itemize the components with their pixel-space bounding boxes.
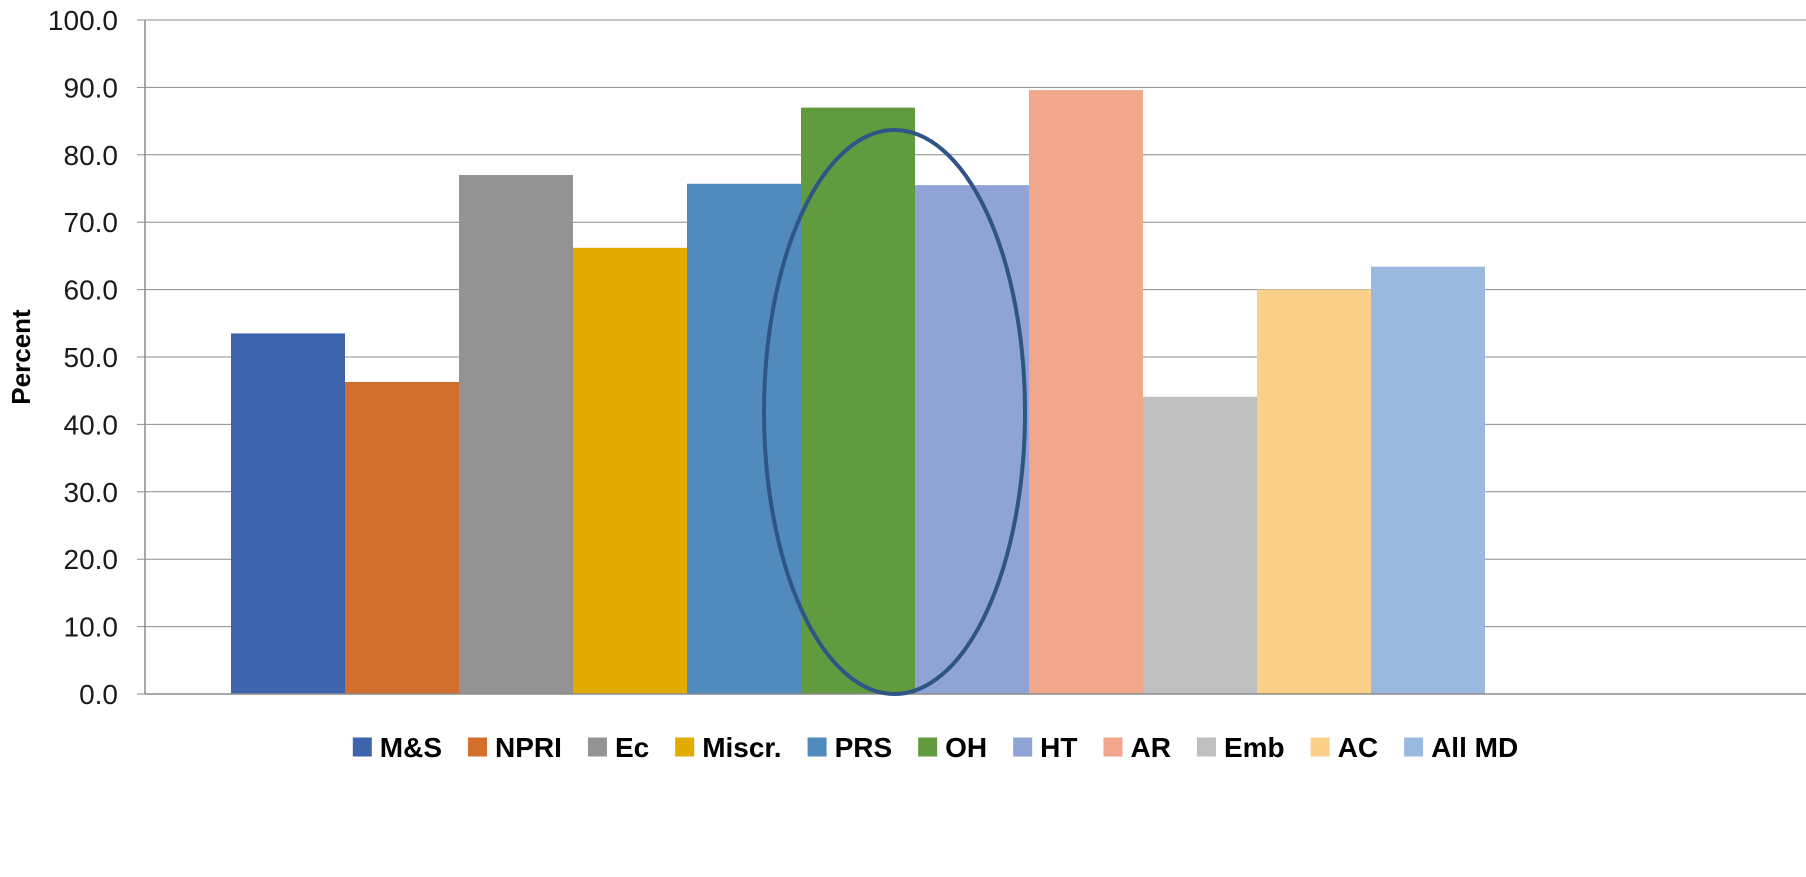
legend-swatch (1196, 737, 1216, 757)
legend-item: Miscr. (675, 732, 782, 763)
y-tick-label: 10.0 (64, 612, 119, 643)
bar-npri (345, 381, 459, 694)
y-tick-label: 80.0 (64, 140, 119, 171)
y-tick-label: 100.0 (48, 5, 118, 36)
legend-item: OH (918, 732, 987, 763)
bar-ar (1029, 90, 1143, 694)
legend-label: AC (1338, 732, 1378, 763)
bar-emb (1143, 396, 1257, 694)
y-tick-label: 90.0 (64, 72, 119, 103)
y-tick-label: 60.0 (64, 275, 119, 306)
y-axis-ticks: 0.0 10.0 20.0 30.0 40.0 50.0 60.0 70.0 80.0 90.0 1… (48, 5, 145, 710)
legend-item: All MD (1404, 732, 1518, 763)
legend-label: Miscr. (702, 732, 781, 763)
legend-label: Emb (1224, 732, 1285, 763)
legend-label: All MD (1431, 732, 1518, 763)
bar-all-md (1371, 266, 1485, 694)
legend-swatch (675, 737, 695, 757)
highlight-ellipse (762, 128, 1027, 696)
bars (231, 90, 1485, 695)
legend-swatch (918, 737, 938, 757)
bar-ht (915, 185, 1029, 694)
legend-item: AC (1310, 732, 1378, 763)
legend-label: HT (1040, 732, 1077, 763)
bar-ec (459, 175, 573, 694)
legend-swatch (1103, 737, 1123, 757)
y-tick-label: 20.0 (64, 544, 119, 575)
legend-label: AR (1130, 732, 1170, 763)
legend-item: Emb (1196, 732, 1285, 763)
legend-item: PRS (807, 732, 893, 763)
y-tick-label: 70.0 (64, 207, 119, 238)
legend-swatch (352, 737, 372, 757)
legend-label: NPRI (495, 732, 562, 763)
bar-miscr (573, 247, 687, 694)
legend: M&S NPRI Ec Miscr. PRS OH HT AR Emb AC All MD (352, 732, 1518, 763)
legend-item: HT (1013, 732, 1077, 763)
y-tick-label: 40.0 (64, 409, 119, 440)
legend-swatch (468, 737, 488, 757)
y-axis-title: Percent (6, 309, 36, 405)
legend-label: OH (945, 732, 987, 763)
legend-swatch (587, 737, 607, 757)
bar-m-s (231, 333, 345, 694)
legend-label: PRS (835, 732, 893, 763)
legend-item: M&S (352, 732, 442, 763)
legend-swatch (807, 737, 827, 757)
bar-ac (1257, 289, 1371, 694)
legend-label: M&S (380, 732, 442, 763)
legend-label: Ec (615, 732, 649, 763)
bar-oh (801, 107, 915, 695)
legend-swatch (1310, 737, 1330, 757)
legend-item: AR (1103, 732, 1171, 763)
y-tick-label: 50.0 (64, 342, 119, 373)
legend-item: Ec (587, 732, 649, 763)
y-tick-label: 30.0 (64, 477, 119, 508)
y-tick-label: 0.0 (79, 679, 118, 710)
legend-swatch (1404, 737, 1424, 757)
legend-item: NPRI (468, 732, 562, 763)
legend-swatch (1013, 737, 1033, 757)
